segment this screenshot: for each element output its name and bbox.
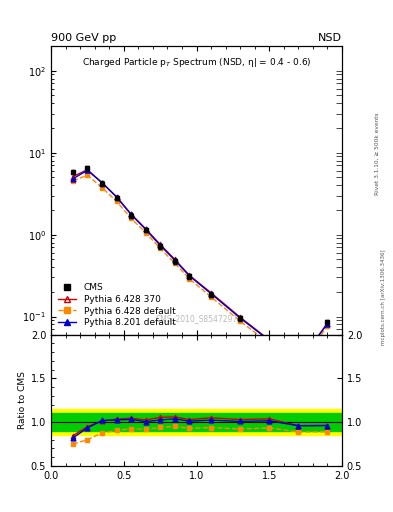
Pythia 8.201 default [85, 167, 90, 174]
Pythia 8.201 default [114, 194, 119, 200]
Pythia 8.201 default [158, 242, 163, 248]
Bar [51, 413, 342, 431]
Pythia 6.428 370 [100, 180, 105, 186]
Text: mcplots.cern.ch [arXiv:1306.3436]: mcplots.cern.ch [arXiv:1306.3436] [381, 249, 386, 345]
Text: NSD: NSD [318, 33, 342, 44]
Pythia 6.428 370 [187, 272, 192, 278]
Pythia 6.428 370 [267, 337, 272, 343]
Line: Pythia 6.428 370: Pythia 6.428 370 [70, 167, 330, 366]
Pythia 6.428 default [129, 215, 134, 221]
Pythia 6.428 default [325, 323, 330, 329]
Pythia 8.201 default [71, 176, 75, 182]
Pythia 6.428 370 [173, 256, 177, 262]
Pythia 8.201 default [296, 360, 301, 366]
Pythia 6.428 370 [158, 241, 163, 247]
Pythia 6.428 default [296, 363, 301, 369]
Text: 900 GeV pp: 900 GeV pp [51, 33, 116, 44]
Pythia 6.428 default [100, 184, 105, 190]
Pythia 6.428 default [267, 340, 272, 347]
Pythia 6.428 370 [129, 211, 134, 217]
Y-axis label: Ratio to CMS: Ratio to CMS [18, 371, 27, 429]
Legend: CMS, Pythia 6.428 370, Pythia 6.428 default, Pythia 8.201 default: CMS, Pythia 6.428 370, Pythia 6.428 defa… [55, 281, 178, 330]
Pythia 6.428 370 [71, 174, 75, 180]
Pythia 6.428 default [114, 198, 119, 204]
Pythia 6.428 370 [238, 314, 242, 321]
Pythia 6.428 default [187, 275, 192, 282]
Pythia 6.428 370 [325, 321, 330, 327]
Pythia 8.201 default [325, 321, 330, 327]
Pythia 6.428 370 [85, 166, 90, 173]
Pythia 8.201 default [173, 257, 177, 263]
Pythia 8.201 default [238, 315, 242, 321]
Text: Charged Particle p$_T$ Spectrum (NSD, η| = 0.4 - 0.6): Charged Particle p$_T$ Spectrum (NSD, η|… [82, 56, 311, 69]
Pythia 8.201 default [143, 226, 148, 232]
Text: CMS_2010_S8547297: CMS_2010_S8547297 [155, 314, 238, 323]
Text: Rivet 3.1.10, ≥ 500k events: Rivet 3.1.10, ≥ 500k events [375, 112, 380, 195]
Pythia 8.201 default [187, 273, 192, 279]
Line: Pythia 8.201 default: Pythia 8.201 default [70, 168, 330, 366]
Pythia 6.428 default [85, 172, 90, 178]
Pythia 8.201 default [209, 291, 213, 297]
Pythia 6.428 370 [114, 194, 119, 200]
Pythia 6.428 default [71, 178, 75, 184]
Pythia 6.428 default [143, 229, 148, 236]
Pythia 6.428 default [173, 260, 177, 266]
Pythia 6.428 default [158, 245, 163, 251]
Pythia 8.201 default [129, 211, 134, 218]
Pythia 6.428 default [209, 294, 213, 300]
Pythia 8.201 default [267, 337, 272, 344]
Pythia 6.428 370 [296, 360, 301, 366]
Pythia 6.428 370 [209, 290, 213, 296]
Pythia 6.428 default [238, 318, 242, 324]
Bar [51, 409, 342, 435]
Pythia 6.428 370 [143, 226, 148, 232]
Line: Pythia 6.428 default: Pythia 6.428 default [70, 173, 330, 368]
Pythia 8.201 default [100, 180, 105, 186]
